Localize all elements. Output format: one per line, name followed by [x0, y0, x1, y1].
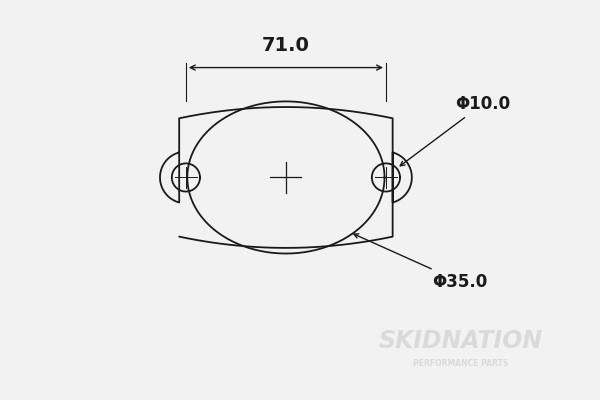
Text: 71.0: 71.0 [262, 36, 310, 55]
Text: SKIDNATION: SKIDNATION [379, 329, 542, 353]
Text: Φ10.0: Φ10.0 [400, 95, 510, 166]
Text: Φ35.0: Φ35.0 [354, 234, 488, 291]
Text: PERFORMANCE PARTS: PERFORMANCE PARTS [413, 359, 508, 368]
